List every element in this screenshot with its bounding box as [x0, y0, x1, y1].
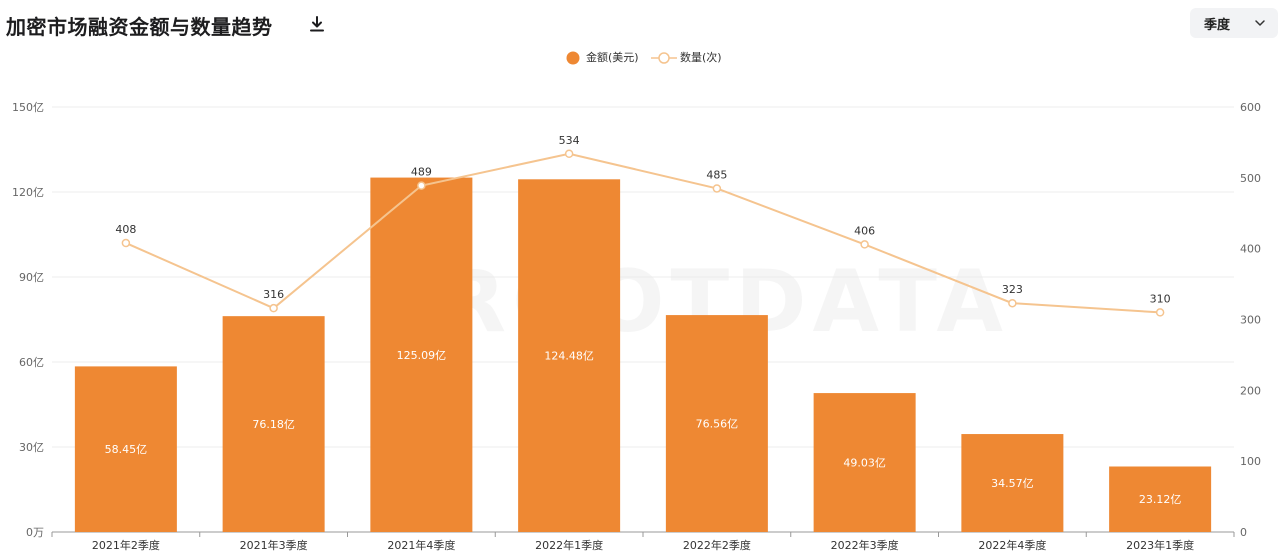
bar-data-label: 34.57亿 — [991, 477, 1034, 490]
bar — [518, 179, 621, 532]
bar-data-label: 58.45亿 — [105, 443, 148, 456]
line-data-label: 489 — [411, 166, 432, 179]
period-select[interactable]: 季度 — [1190, 8, 1278, 38]
x-tick-label: 2023年1季度 — [1126, 538, 1194, 552]
line-series-count — [125, 152, 1161, 314]
page-title: 加密市场融资金额与数量趋势 — [6, 15, 273, 39]
line-data-label: 485 — [706, 168, 727, 181]
y-left-tick-label: 90亿 — [19, 271, 44, 284]
line-data-label: 408 — [115, 223, 136, 236]
line-point — [1008, 298, 1017, 308]
bar — [370, 177, 473, 532]
line-data-label: 310 — [1150, 292, 1171, 305]
bar-data-label: 76.56亿 — [696, 418, 739, 431]
y-left-tick-label: 30亿 — [19, 441, 44, 454]
y-right-tick-label: 0 — [1240, 526, 1247, 539]
line-data-label: 323 — [1002, 283, 1023, 296]
legend-item-amount[interactable]: 金额(美元) — [566, 48, 656, 66]
line-data-label: 534 — [559, 134, 580, 147]
bar-data-label: 23.12亿 — [1139, 493, 1182, 506]
y-right-tick-label: 400 — [1240, 243, 1261, 256]
bar — [813, 393, 916, 532]
bar-data-label: 49.03亿 — [843, 457, 886, 470]
y-right-tick-label: 300 — [1240, 314, 1261, 327]
bar — [222, 316, 325, 532]
y-left-tick-label: 150亿 — [12, 101, 44, 114]
line-point — [269, 303, 278, 313]
x-tick-label: 2022年4季度 — [978, 538, 1046, 552]
legend-label-count: 数量(次) — [680, 51, 722, 64]
chart-header: 加密市场融资金额与数量趋势 季度 — [0, 0, 1280, 50]
line-point — [1155, 308, 1165, 317]
line-point — [564, 149, 574, 158]
line-data-label: 316 — [263, 288, 284, 301]
legend-item-count[interactable]: 数量(次) — [651, 48, 731, 66]
chevron-down-icon — [1255, 20, 1265, 26]
line-point — [860, 240, 869, 249]
x-tick-label: 2021年4季度 — [387, 538, 455, 552]
x-tick-label: 2021年2季度 — [92, 538, 160, 552]
bar — [74, 366, 177, 532]
bar — [665, 315, 768, 532]
line-point — [121, 238, 131, 248]
line-point — [417, 181, 426, 190]
y-right-tick-label: 100 — [1240, 455, 1261, 468]
x-tick-label: 2022年2季度 — [683, 538, 751, 552]
x-tick-label: 2021年3季度 — [240, 538, 308, 552]
bar-data-label: 124.48亿 — [544, 350, 594, 363]
period-select-value: 季度 — [1204, 18, 1231, 33]
y-left-tick-label: 0万 — [26, 526, 44, 539]
y-left-tick-label: 120亿 — [12, 186, 44, 199]
legend-label-amount: 金额(美元) — [586, 51, 639, 64]
legend-swatch-line — [651, 52, 677, 64]
y-right-tick-label: 200 — [1240, 384, 1261, 397]
x-tick-label: 2022年1季度 — [535, 538, 603, 552]
chart-legend: 金额(美元) 数量(次) — [0, 46, 1280, 68]
legend-swatch-bar — [566, 51, 580, 65]
x-tick-label: 2022年3季度 — [831, 538, 899, 552]
bar-data-label: 125.09亿 — [397, 349, 447, 362]
y-left-tick-label: 60亿 — [19, 356, 44, 369]
y-right-tick-label: 600 — [1240, 101, 1261, 114]
bar — [1109, 466, 1212, 532]
bar-data-label: 76.18亿 — [252, 418, 295, 431]
line-point — [712, 184, 722, 193]
line-data-label: 406 — [854, 224, 875, 237]
y-right-tick-label: 500 — [1240, 172, 1261, 185]
bar — [961, 434, 1064, 532]
download-icon[interactable] — [308, 15, 326, 33]
